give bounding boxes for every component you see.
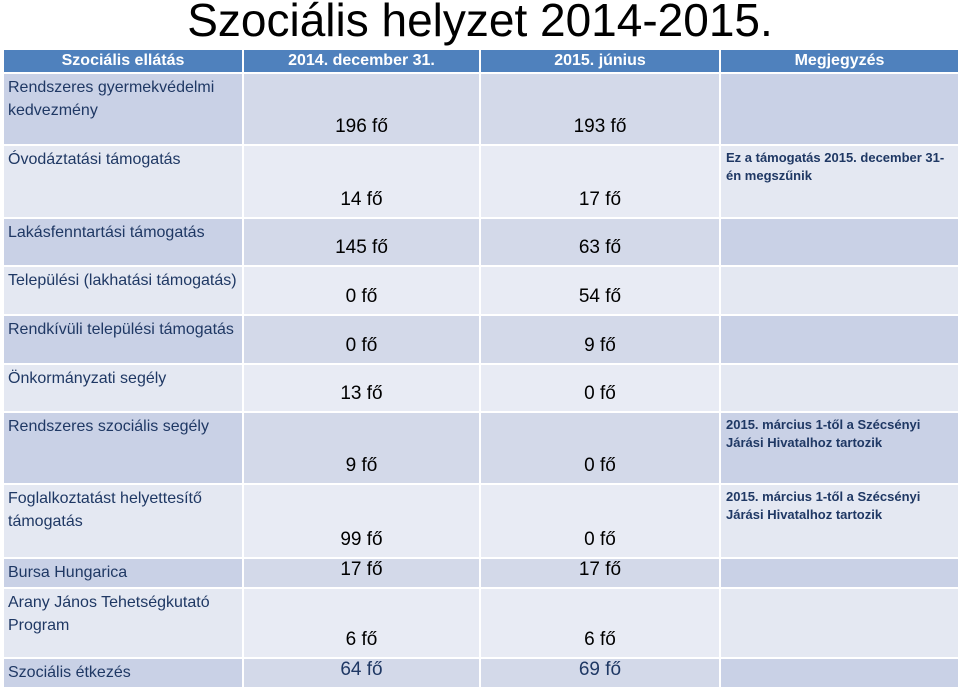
table-row: Települési (lakhatási támogatás) 0 fő 54…	[2, 265, 960, 316]
row-value-2015: 6 fő	[479, 587, 721, 659]
row-note	[719, 557, 960, 589]
row-name: Óvodáztatási támogatás	[2, 144, 244, 219]
header-note: Megjegyzés	[719, 48, 960, 74]
row-value-2014: 14 fő	[242, 144, 481, 219]
table-row: Szociális étkezés 64 fő 69 fő	[2, 657, 960, 689]
row-name: Önkormányzati segély	[2, 363, 244, 413]
table-row: Foglalkoztatást helyettesítő támogatás 9…	[2, 483, 960, 559]
row-note	[719, 363, 960, 413]
row-name: Rendszeres szociális segély	[2, 411, 244, 485]
header-social-service: Szociális ellátás	[2, 48, 244, 74]
row-value-2015: 17 fő	[479, 557, 721, 589]
table-row: Arany János Tehetségkutató Program 6 fő …	[2, 587, 960, 659]
row-value-2015: 0 fő	[479, 411, 721, 485]
row-note: 2015. március 1-től a Szécsényi Járási H…	[719, 411, 960, 485]
row-note	[719, 587, 960, 659]
row-value-2014: 17 fő	[242, 557, 481, 589]
row-note	[719, 657, 960, 689]
row-value-2015: 69 fő	[479, 657, 721, 689]
row-value-2015: 54 fő	[479, 265, 721, 316]
table-row: Rendszeres szociális segély 9 fő 0 fő 20…	[2, 411, 960, 485]
row-note	[719, 265, 960, 316]
row-note	[719, 314, 960, 365]
row-name: Települési (lakhatási támogatás)	[2, 265, 244, 316]
row-value-2015: 193 fő	[479, 72, 721, 146]
row-value-2015: 9 fő	[479, 314, 721, 365]
row-value-2014: 0 fő	[242, 314, 481, 365]
table-row: Lakásfenntartási támogatás 145 fő 63 fő	[2, 217, 960, 267]
table-row: Óvodáztatási támogatás 14 fő 17 fő Ez a …	[2, 144, 960, 219]
row-value-2014: 196 fő	[242, 72, 481, 146]
header-2015: 2015. június	[479, 48, 721, 74]
table-row: Rendkívüli települési támogatás 0 fő 9 f…	[2, 314, 960, 365]
row-name: Lakásfenntartási támogatás	[2, 217, 244, 267]
row-name: Bursa Hungarica	[2, 557, 244, 589]
row-value-2015: 63 fő	[479, 217, 721, 267]
row-value-2014: 64 fő	[242, 657, 481, 689]
row-value-2014: 6 fő	[242, 587, 481, 659]
row-value-2015: 0 fő	[479, 363, 721, 413]
table-row: Bursa Hungarica 17 fő 17 fő	[2, 557, 960, 589]
row-note: 2015. március 1-től a Szécsényi Járási H…	[719, 483, 960, 559]
table-row: Önkormányzati segély 13 fő 0 fő	[2, 363, 960, 413]
table-header-row: Szociális ellátás 2014. december 31. 201…	[2, 48, 960, 74]
row-value-2015: 0 fő	[479, 483, 721, 559]
social-table: Szociális ellátás 2014. december 31. 201…	[2, 48, 960, 689]
row-name: Rendkívüli települési támogatás	[2, 314, 244, 365]
row-name: Arany János Tehetségkutató Program	[2, 587, 244, 659]
row-note: Ez a támogatás 2015. december 31-én megs…	[719, 144, 960, 219]
row-value-2014: 145 fő	[242, 217, 481, 267]
page-title: Szociális helyzet 2014-2015.	[187, 0, 773, 46]
row-value-2014: 9 fő	[242, 411, 481, 485]
table-row: Rendszeres gyermekvédelmi kedvezmény 196…	[2, 72, 960, 146]
row-value-2014: 99 fő	[242, 483, 481, 559]
header-2014: 2014. december 31.	[242, 48, 481, 74]
row-note	[719, 72, 960, 146]
row-value-2014: 0 fő	[242, 265, 481, 316]
row-value-2014: 13 fő	[242, 363, 481, 413]
row-value-2015: 17 fő	[479, 144, 721, 219]
row-name: Szociális étkezés	[2, 657, 244, 689]
row-name: Foglalkoztatást helyettesítő támogatás	[2, 483, 244, 559]
row-note	[719, 217, 960, 267]
row-name: Rendszeres gyermekvédelmi kedvezmény	[2, 72, 244, 146]
